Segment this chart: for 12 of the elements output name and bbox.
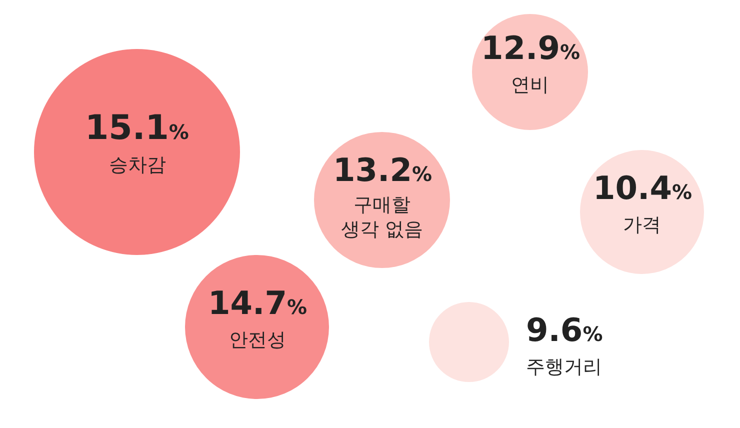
data-label: 13.2%: [333, 151, 432, 189]
category-label: 승차감: [109, 154, 166, 176]
category-label: 주행거리: [526, 356, 602, 378]
data-label: 12.9%: [481, 29, 580, 67]
data-label: 15.1%: [85, 108, 189, 148]
category-label: 연비: [511, 74, 549, 96]
category-label: 구매할 생각 없음: [341, 194, 424, 241]
data-label: 9.6%: [526, 311, 603, 349]
category-label: 가격: [623, 214, 661, 236]
data-label: 14.7%: [208, 284, 307, 322]
data-label: 10.4%: [593, 169, 692, 207]
category-label: 안전성: [229, 329, 286, 351]
